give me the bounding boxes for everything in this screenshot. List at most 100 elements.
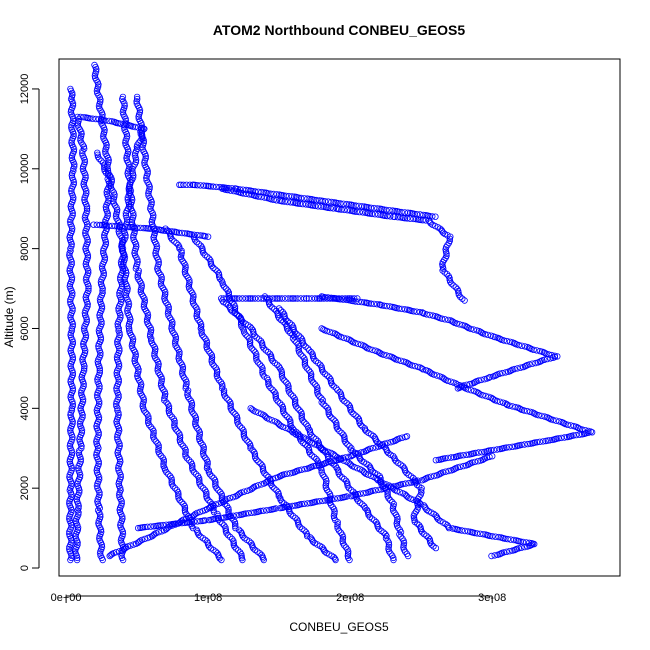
data-point: [93, 440, 100, 447]
data-point: [414, 363, 422, 371]
data-point: [198, 244, 206, 251]
data-point: [122, 141, 129, 149]
data-point: [263, 507, 270, 514]
data-point: [98, 320, 105, 328]
data-point: [90, 221, 97, 228]
data-point: [399, 490, 406, 497]
data-point: [324, 458, 332, 466]
data-point: [238, 425, 246, 432]
data-point: [69, 323, 76, 330]
data-point: [176, 436, 183, 443]
data-point: [390, 483, 397, 490]
data-point: [332, 418, 339, 425]
data-point: [212, 501, 219, 508]
data-point: [96, 314, 103, 321]
data-point: [145, 192, 152, 199]
data-point: [298, 413, 305, 420]
data-point: [140, 303, 148, 310]
data-point: [258, 481, 265, 488]
data-point: [277, 307, 284, 314]
data-point: [78, 376, 86, 383]
data-point: [330, 457, 338, 465]
data-point: [386, 303, 394, 310]
data-point: [133, 93, 141, 101]
data-point: [291, 395, 298, 402]
data-point: [454, 464, 461, 471]
data-point: [134, 372, 141, 380]
data-point: [192, 510, 199, 518]
data-point: [317, 361, 324, 368]
data-point: [200, 333, 207, 340]
data-point: [339, 535, 347, 543]
data-point: [536, 438, 543, 445]
data-point: [401, 306, 409, 313]
data-point: [227, 405, 234, 412]
data-point: [68, 508, 75, 516]
data-point: [182, 264, 189, 271]
data-point: [225, 504, 232, 512]
data-point: [194, 473, 202, 480]
data-point: [201, 517, 209, 524]
data-point: [320, 446, 327, 453]
y-tick-label: 12000: [19, 74, 31, 105]
data-point: [212, 483, 219, 490]
data-point: [231, 518, 239, 526]
data-point: [81, 349, 89, 357]
data-point: [313, 462, 320, 469]
data-point: [69, 356, 76, 363]
data-point: [84, 303, 91, 310]
data-point: [171, 424, 178, 431]
data-point: [101, 128, 108, 136]
data-point: [404, 359, 411, 367]
data-point: [442, 468, 449, 475]
data-point: [127, 178, 134, 186]
data-point: [319, 497, 326, 505]
data-point: [115, 427, 123, 434]
data-point: [218, 385, 226, 392]
data-point: [186, 518, 193, 526]
data-point: [68, 539, 75, 546]
data-point: [117, 314, 124, 321]
data-point: [68, 451, 76, 459]
data-point: [142, 155, 149, 162]
data-point: [374, 301, 381, 308]
data-point: [235, 313, 242, 320]
data-point: [187, 397, 195, 405]
data-point: [298, 409, 305, 416]
data-point: [279, 308, 286, 316]
data-point: [344, 550, 352, 557]
data-point: [68, 524, 75, 531]
data-point: [322, 480, 330, 487]
data-point: [192, 416, 200, 424]
data-point: [245, 439, 252, 446]
data-point: [203, 456, 210, 463]
data-point: [398, 208, 405, 216]
data-point: [196, 508, 203, 516]
data-point: [445, 272, 452, 280]
data-point: [134, 524, 142, 532]
data-point: [237, 315, 244, 322]
data-point: [225, 506, 232, 514]
data-point: [509, 443, 516, 450]
data-point: [240, 431, 247, 438]
data-point: [66, 283, 73, 290]
data-point: [96, 491, 103, 498]
data-point: [67, 411, 74, 419]
data-point: [384, 493, 391, 500]
data-point: [67, 187, 75, 195]
data-point: [138, 536, 146, 544]
data-point: [387, 483, 394, 491]
data-point: [181, 506, 189, 514]
data-point: [343, 477, 350, 485]
data-point: [383, 206, 390, 214]
data-point: [73, 496, 80, 503]
data-point: [69, 371, 76, 379]
data-point: [232, 524, 239, 532]
data-point: [546, 437, 553, 444]
profile-series: [112, 125, 148, 564]
data-point: [369, 444, 376, 452]
data-point: [116, 508, 124, 516]
data-point: [159, 454, 166, 462]
x-tick-label: 1e-08: [194, 592, 222, 604]
data-point: [116, 223, 124, 230]
